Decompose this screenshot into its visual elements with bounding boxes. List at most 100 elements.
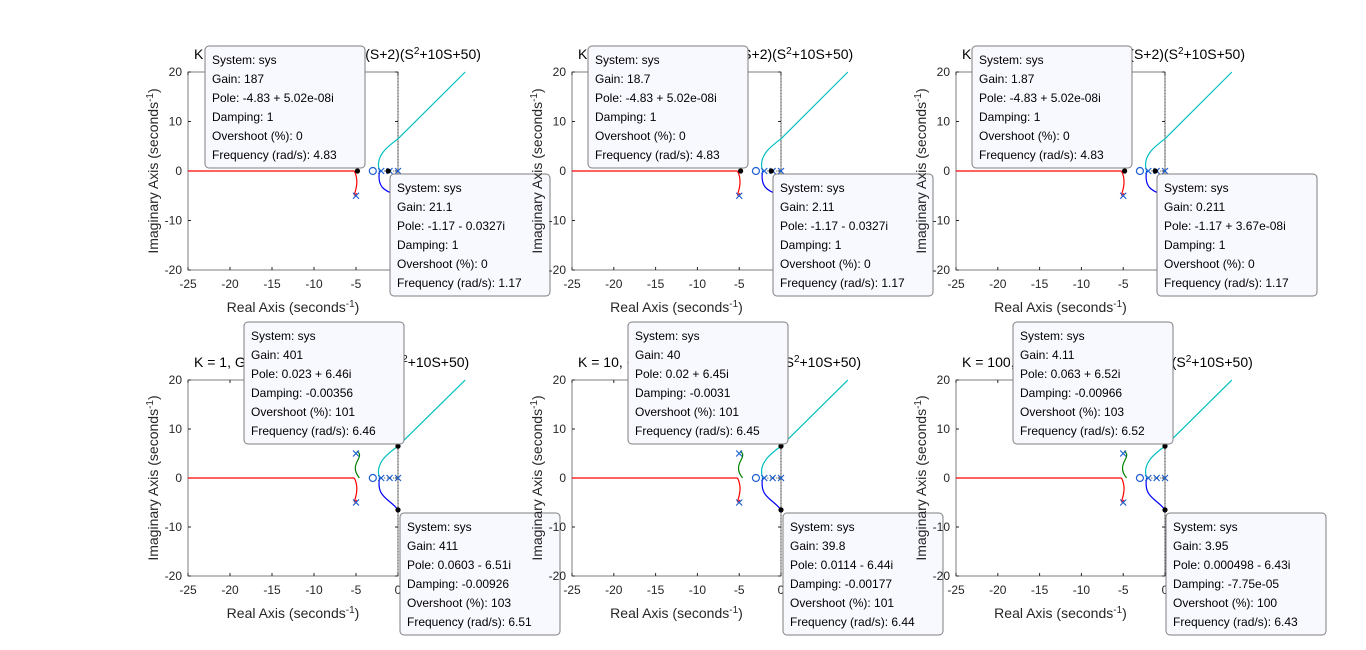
zero-marker <box>751 166 761 176</box>
y-tick-label: -20 <box>549 569 567 583</box>
datatip-box <box>1165 512 1327 636</box>
datatip-line: Pole: 0.0114 - 6.44i <box>790 558 893 572</box>
y-tick-label: 10 <box>937 115 951 129</box>
y-tick-label: 0 <box>559 164 566 178</box>
datatip-line: Damping: -0.0031 <box>635 386 731 400</box>
datatip-box <box>243 321 405 445</box>
x-tick-label: -5 <box>734 583 745 597</box>
datatip-line: Damping: -7.75e-05 <box>1173 577 1279 591</box>
y-tick-label: 0 <box>175 164 182 178</box>
datatip-line: Frequency (rad/s): 4.83 <box>979 148 1104 162</box>
datatip-line: Pole: -1.17 + 3.67e-08i <box>1164 219 1286 233</box>
y-axis-label: Imaginary Axis (seconds-1) <box>913 88 930 253</box>
datatip-line: Frequency (rad/s): 6.43 <box>1173 615 1298 629</box>
datatip-box <box>971 45 1133 169</box>
datatip-line: System: sys <box>1020 329 1085 343</box>
x-tick-label: -15 <box>263 277 281 291</box>
datatip-box <box>1012 321 1174 445</box>
x-tick-label: 0 <box>395 583 402 597</box>
x-tick-label: -25 <box>947 277 965 291</box>
x-axis-label: Real Axis (seconds-1) <box>227 605 360 622</box>
datatip-line: Damping: 1 <box>979 110 1041 124</box>
y-tick-label: -20 <box>933 569 951 583</box>
datatip-1: System: sys Gain: 1.87 Pole: -4.83 + 5.02e… <box>971 45 1133 169</box>
pole-marker <box>352 499 360 506</box>
x-tick-label: -25 <box>563 583 581 597</box>
datatip-marker <box>354 168 361 174</box>
zero-marker <box>751 473 761 483</box>
datatip-line: Gain: 411 <box>407 539 458 553</box>
datatip-marker <box>778 507 784 513</box>
datatip-line: Pole: -1.17 - 0.0327i <box>397 219 505 233</box>
datatip-marker <box>768 168 774 174</box>
datatip-line: Overshoot (%): 103 <box>1020 405 1124 419</box>
datatip-line: Overshoot (%): 0 <box>397 257 488 271</box>
zero-marker <box>1135 473 1145 483</box>
datatip-line: Gain: 40 <box>635 348 681 362</box>
pole-marker <box>1119 499 1127 506</box>
locus-branch-blue <box>378 477 399 511</box>
datatip-line: System: sys <box>407 520 472 534</box>
datatip-2: System: sys Gain: 2.11 Pole: -1.17 - 0.032… <box>772 173 934 297</box>
pole-marker <box>394 474 402 482</box>
x-tick-label: -10 <box>305 277 323 291</box>
datatip-line: System: sys <box>1173 520 1238 534</box>
x-tick-label: -5 <box>1118 277 1129 291</box>
datatip-line: System: sys <box>1164 181 1229 195</box>
datatip-line: Frequency (rad/s): 6.45 <box>635 424 760 438</box>
datatip-line: System: sys <box>251 329 316 343</box>
datatip-marker <box>1162 443 1168 449</box>
datatip-2: System: sys Gain: 21.1 Pole: -1.17 - 0.032… <box>389 173 551 297</box>
zero-marker <box>368 166 377 176</box>
datatip-1: System: sys Gain: 187 Pole: -4.83 + 5.02e-… <box>204 45 366 169</box>
pole-marker <box>352 450 360 457</box>
x-tick-label: -25 <box>947 583 965 597</box>
pole-marker <box>1161 167 1169 175</box>
datatip-line: Gain: 21.1 <box>397 200 453 214</box>
datatip-line: Overshoot (%): 0 <box>595 129 686 143</box>
datatip-2: System: sys Gain: 411 Pole: 0.0603 - 6.51i… <box>399 512 561 636</box>
x-tick-label: -20 <box>605 583 623 597</box>
x-tick-label: -5 <box>1118 583 1129 597</box>
datatip-line: Overshoot (%): 0 <box>212 129 303 143</box>
x-tick-label: -25 <box>179 583 197 597</box>
x-tick-label: -5 <box>351 583 362 597</box>
x-tick-label: -20 <box>221 583 239 597</box>
x-tick-label: -25 <box>179 277 197 291</box>
y-axis-label: Imaginary Axis (seconds-1) <box>529 88 546 253</box>
x-tick-label: -10 <box>1073 277 1091 291</box>
datatip-line: Gain: 401 <box>251 348 303 362</box>
y-axis-label: Imaginary Axis (seconds-1) <box>913 395 930 560</box>
datatip-line: Overshoot (%): 103 <box>407 596 511 610</box>
y-tick-label: 0 <box>559 471 566 485</box>
datatip-1: System: sys Gain: 18.7 Pole: -4.83 + 5.02e… <box>587 45 749 169</box>
y-tick-label: 10 <box>937 422 951 436</box>
datatip-line: Gain: 3.95 <box>1173 539 1229 553</box>
x-axis-label: Real Axis (seconds-1) <box>994 299 1127 316</box>
datatip-line: Pole: -1.17 - 0.0327i <box>780 219 888 233</box>
pole-marker <box>377 167 385 175</box>
pole-marker <box>777 167 785 175</box>
y-tick-label: -10 <box>549 214 567 228</box>
y-tick-label: 0 <box>943 164 950 178</box>
y-tick-label: 20 <box>169 373 183 387</box>
datatip-line: Frequency (rad/s): 6.52 <box>1020 424 1145 438</box>
datatip-line: Damping: 1 <box>212 110 274 124</box>
datatip-line: Gain: 4.11 <box>1020 348 1075 362</box>
y-tick-label: 0 <box>175 471 182 485</box>
locus-branch-blue <box>761 477 782 511</box>
pole-marker <box>1144 474 1152 482</box>
y-axis-label: Imaginary Axis (seconds-1) <box>145 395 162 560</box>
datatip-line: Frequency (rad/s): 4.83 <box>212 148 337 162</box>
datatip-line: Pole: 0.02 + 6.45i <box>635 367 729 381</box>
datatip-line: Overshoot (%): 0 <box>780 257 871 271</box>
y-tick-label: 20 <box>553 65 567 79</box>
pole-marker <box>769 474 777 482</box>
datatip-box <box>772 173 934 297</box>
y-tick-label: -20 <box>549 263 567 277</box>
